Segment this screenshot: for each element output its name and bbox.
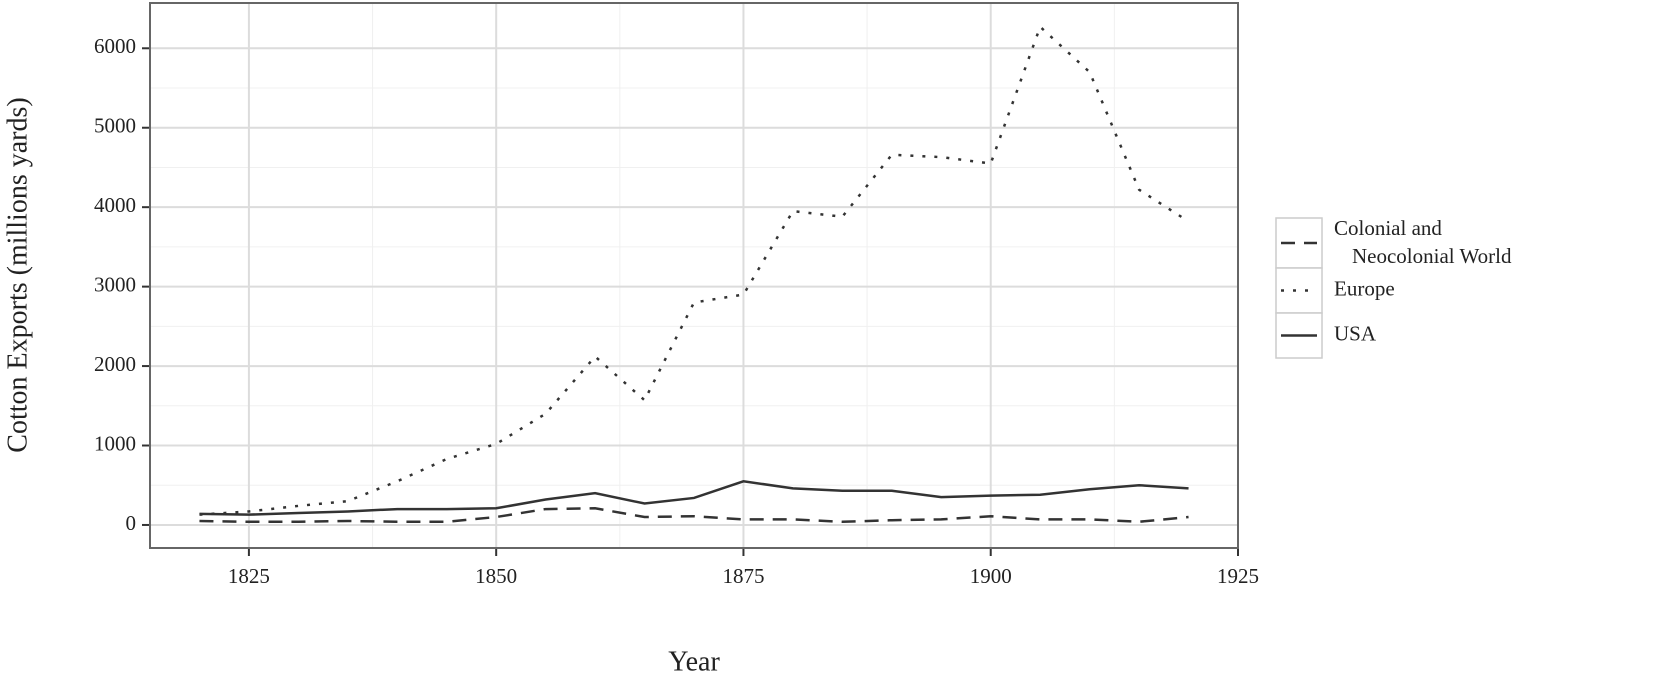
line-series (199, 479, 1189, 516)
x-tick-label: 1825 (228, 564, 270, 588)
line-series (199, 507, 1189, 524)
y-tick-label: 3000 (94, 272, 136, 296)
y-tick-label: 6000 (94, 34, 136, 58)
legend-label: USA (1334, 321, 1377, 345)
line-series (199, 24, 1190, 516)
x-tick-label: 1850 (475, 564, 517, 588)
legend-label: Colonial and Neocolonial World (1334, 216, 1512, 268)
legend-label: Europe (1334, 276, 1395, 300)
y-tick-label: 0 (126, 511, 137, 535)
y-tick-label: 4000 (94, 193, 136, 217)
x-axis-title: Year (668, 646, 720, 677)
y-tick-label: 2000 (94, 352, 136, 376)
y-tick-label: 5000 (94, 114, 136, 138)
x-tick-label: 1925 (1217, 564, 1259, 588)
y-axis-title: Cotton Exports (millions yards) (2, 97, 33, 452)
x-tick-label: 1875 (722, 564, 764, 588)
x-tick-label: 1900 (970, 564, 1012, 588)
plot-frame (149, 2, 1239, 549)
y-tick-label: 1000 (94, 431, 136, 455)
